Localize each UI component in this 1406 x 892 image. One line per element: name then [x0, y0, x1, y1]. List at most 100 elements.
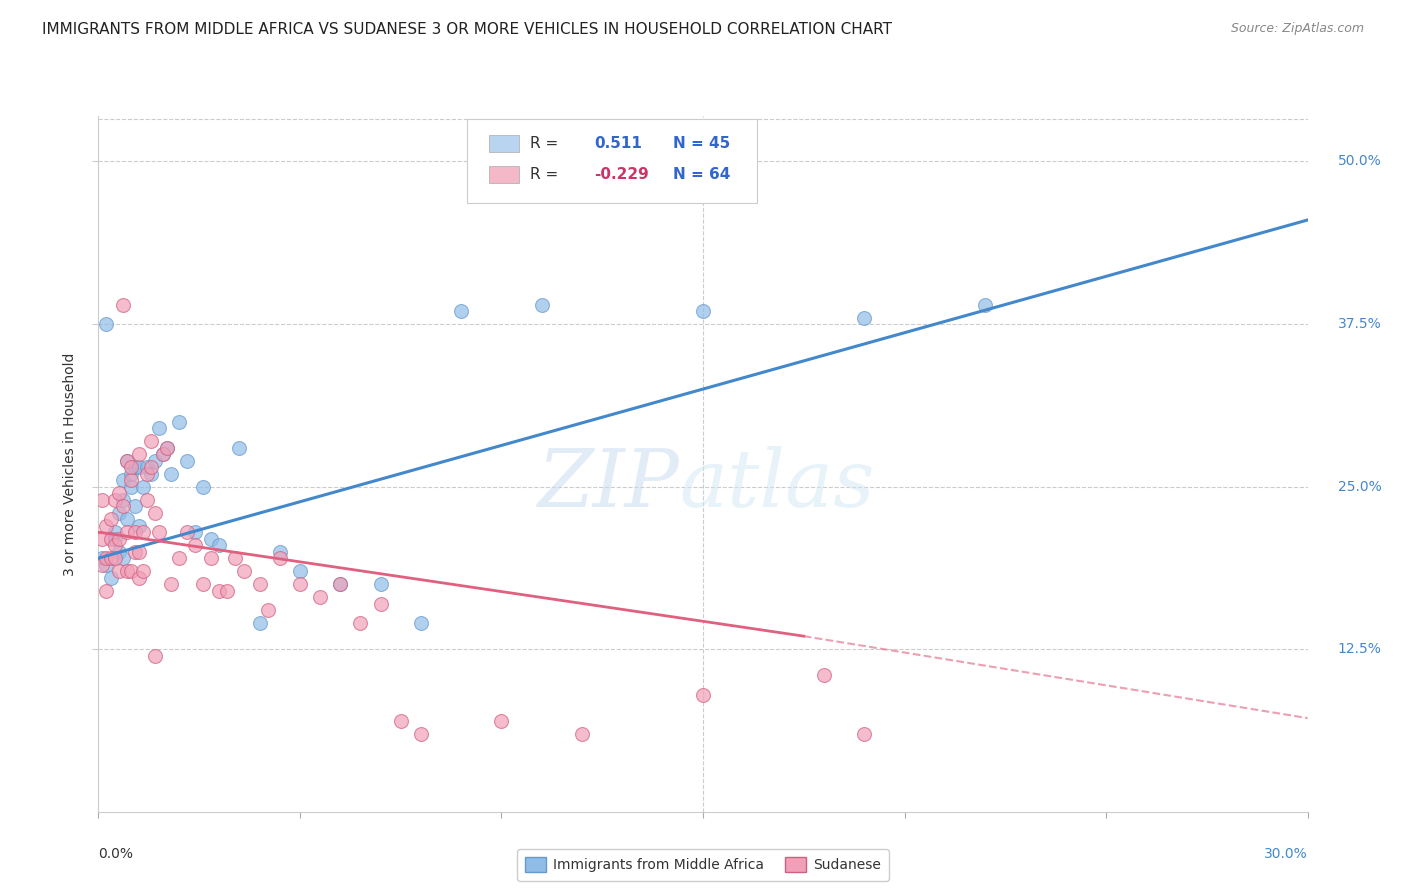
Point — [813, 668, 835, 682]
Point — [91, 558, 114, 572]
Point — [120, 473, 142, 487]
Point — [139, 467, 162, 481]
Point — [124, 460, 146, 475]
Point — [107, 532, 129, 546]
Point — [269, 544, 291, 558]
Point — [853, 310, 876, 325]
Point — [139, 434, 162, 448]
Text: 0.0%: 0.0% — [98, 847, 134, 861]
Point — [692, 688, 714, 702]
Point — [111, 492, 134, 507]
Point — [269, 551, 291, 566]
Point — [91, 551, 114, 566]
Point — [692, 304, 714, 318]
Point — [409, 616, 432, 631]
Text: 12.5%: 12.5% — [1337, 642, 1382, 657]
Point — [120, 467, 142, 481]
Text: N = 64: N = 64 — [672, 167, 730, 182]
Point — [111, 499, 134, 513]
Point — [111, 473, 134, 487]
Point — [111, 551, 134, 566]
Point — [132, 480, 155, 494]
Point — [208, 538, 231, 552]
Point — [184, 538, 207, 552]
Point — [115, 512, 138, 526]
Point — [128, 518, 150, 533]
Point — [96, 551, 118, 566]
Point — [120, 564, 142, 578]
Point — [103, 492, 125, 507]
Point — [224, 551, 246, 566]
Point — [91, 492, 114, 507]
Point — [115, 453, 138, 467]
Point — [135, 467, 157, 481]
Point — [124, 499, 146, 513]
Text: 30.0%: 30.0% — [1264, 847, 1308, 861]
Point — [91, 532, 114, 546]
Point — [217, 583, 239, 598]
Point — [128, 544, 150, 558]
FancyBboxPatch shape — [467, 120, 758, 203]
Point — [329, 577, 352, 591]
Text: atlas: atlas — [679, 446, 875, 524]
Point — [249, 577, 271, 591]
Point — [160, 577, 183, 591]
Point — [152, 447, 174, 461]
Point — [571, 727, 593, 741]
Text: 50.0%: 50.0% — [1337, 154, 1382, 169]
Point — [148, 421, 170, 435]
Point — [124, 544, 146, 558]
Point — [107, 506, 129, 520]
Point — [232, 564, 254, 578]
Text: R =: R = — [530, 167, 558, 182]
Point — [128, 460, 150, 475]
Y-axis label: 3 or more Vehicles in Household: 3 or more Vehicles in Household — [63, 352, 77, 575]
Text: 37.5%: 37.5% — [1337, 317, 1382, 331]
Point — [853, 727, 876, 741]
Point — [100, 532, 122, 546]
Point — [143, 506, 166, 520]
Point — [370, 597, 392, 611]
Point — [152, 447, 174, 461]
Point — [389, 714, 412, 728]
Point — [115, 564, 138, 578]
Legend: Immigrants from Middle Africa, Sudanese: Immigrants from Middle Africa, Sudanese — [517, 849, 889, 880]
Point — [124, 525, 146, 540]
Bar — [489, 166, 519, 184]
Text: IMMIGRANTS FROM MIDDLE AFRICA VS SUDANESE 3 OR MORE VEHICLES IN HOUSEHOLD CORREL: IMMIGRANTS FROM MIDDLE AFRICA VS SUDANES… — [42, 22, 893, 37]
Text: R =: R = — [530, 136, 558, 151]
Point — [450, 304, 472, 318]
Point — [120, 480, 142, 494]
Point — [115, 453, 138, 467]
Point — [193, 480, 215, 494]
Point — [103, 532, 125, 546]
Point — [107, 486, 129, 500]
Bar — [489, 135, 519, 153]
Point — [132, 525, 155, 540]
Point — [96, 583, 118, 598]
Point — [530, 297, 553, 311]
Point — [107, 544, 129, 558]
Point — [135, 492, 157, 507]
Point — [128, 571, 150, 585]
Point — [128, 447, 150, 461]
Point — [176, 453, 198, 467]
Text: -0.229: -0.229 — [595, 167, 650, 182]
Point — [103, 551, 125, 566]
Point — [228, 441, 250, 455]
Point — [103, 538, 125, 552]
Point — [256, 603, 278, 617]
Point — [156, 441, 179, 455]
Point — [167, 551, 190, 566]
Point — [103, 525, 125, 540]
Point — [135, 460, 157, 475]
Point — [100, 512, 122, 526]
Point — [132, 564, 155, 578]
Point — [120, 460, 142, 475]
Point — [139, 460, 162, 475]
Point — [208, 583, 231, 598]
Point — [96, 317, 118, 331]
Point — [111, 297, 134, 311]
Point — [143, 453, 166, 467]
Point — [349, 616, 371, 631]
